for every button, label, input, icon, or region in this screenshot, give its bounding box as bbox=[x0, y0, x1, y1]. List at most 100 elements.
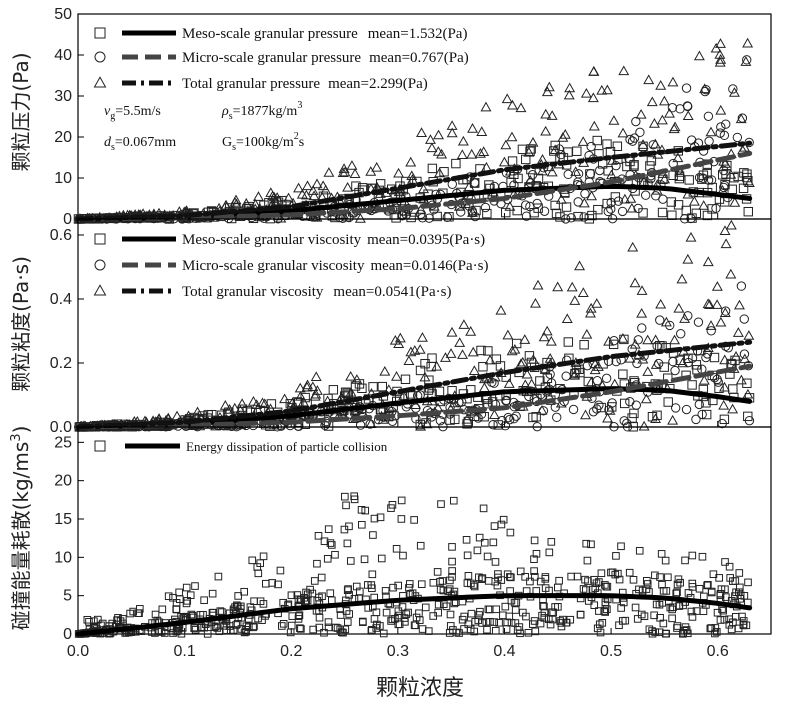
data-point bbox=[279, 620, 288, 628]
data-point bbox=[464, 620, 473, 629]
data-point bbox=[483, 399, 493, 409]
data-point bbox=[705, 126, 717, 137]
data-point bbox=[420, 359, 430, 369]
data-point bbox=[470, 178, 480, 188]
data-point bbox=[563, 89, 575, 100]
data-point bbox=[649, 138, 661, 149]
data-point bbox=[287, 397, 298, 408]
data-point bbox=[302, 379, 313, 390]
data-point bbox=[247, 395, 259, 406]
data-point bbox=[720, 306, 731, 316]
data-point bbox=[612, 552, 620, 560]
data-point bbox=[642, 576, 651, 585]
data-point bbox=[418, 625, 427, 633]
legend-viscosity-micro-mean: mean=0.0146(Pa·s) bbox=[370, 258, 488, 274]
data-point bbox=[621, 616, 630, 625]
data-point bbox=[604, 405, 616, 415]
y-tick-label-viscosity: 0.6 bbox=[50, 227, 72, 244]
data-point bbox=[460, 625, 468, 633]
data-point bbox=[650, 413, 661, 423]
annotation-vg: vg=5.5m/s bbox=[104, 104, 161, 122]
data-point bbox=[606, 197, 616, 208]
data-point bbox=[626, 202, 638, 213]
data-point bbox=[744, 578, 752, 587]
data-point bbox=[601, 598, 610, 606]
data-point bbox=[337, 167, 349, 177]
data-point bbox=[417, 580, 426, 588]
y-tick-label-pressure: 0 bbox=[63, 211, 72, 228]
data-point bbox=[415, 616, 424, 624]
data-point bbox=[421, 603, 430, 612]
data-point bbox=[394, 332, 406, 343]
data-point bbox=[541, 575, 550, 583]
data-point bbox=[484, 180, 494, 190]
data-point bbox=[543, 81, 555, 92]
data-point bbox=[488, 419, 498, 430]
data-point bbox=[345, 386, 357, 397]
data-point bbox=[717, 418, 727, 429]
data-point bbox=[606, 155, 618, 165]
data-point bbox=[404, 608, 412, 617]
data-point bbox=[83, 615, 92, 624]
data-point bbox=[674, 575, 683, 584]
data-point bbox=[317, 573, 326, 582]
data-point bbox=[713, 608, 722, 617]
data-point bbox=[328, 385, 339, 395]
data-point bbox=[563, 169, 573, 180]
legend-dissipation-energy: Energy dissipation of particle collision bbox=[186, 439, 388, 454]
data-point bbox=[742, 55, 752, 65]
data-point bbox=[493, 581, 502, 590]
data-point bbox=[637, 323, 647, 333]
data-point bbox=[259, 398, 271, 409]
data-point bbox=[358, 520, 366, 529]
data-point bbox=[308, 190, 320, 201]
data-point bbox=[631, 603, 640, 612]
data-point bbox=[538, 611, 546, 620]
data-point bbox=[619, 598, 628, 607]
data-point bbox=[688, 579, 697, 588]
data-point bbox=[301, 381, 313, 392]
data-point bbox=[706, 326, 716, 336]
data-point bbox=[668, 356, 678, 367]
data-point bbox=[482, 208, 492, 219]
data-point bbox=[343, 618, 352, 626]
data-point bbox=[664, 107, 675, 118]
data-point bbox=[650, 334, 662, 345]
data-point bbox=[608, 568, 617, 577]
data-point bbox=[701, 409, 712, 420]
data-point bbox=[524, 628, 533, 637]
data-point bbox=[384, 402, 396, 413]
data-point bbox=[349, 168, 361, 178]
data-point bbox=[603, 206, 613, 217]
data-point bbox=[169, 629, 177, 637]
data-point bbox=[740, 56, 752, 66]
data-point bbox=[458, 615, 467, 624]
data-point bbox=[719, 182, 729, 193]
y-label-dissipation-tail: ) bbox=[9, 426, 33, 434]
data-point bbox=[704, 299, 716, 309]
data-point bbox=[739, 168, 749, 178]
data-point bbox=[711, 629, 719, 638]
data-point bbox=[300, 392, 310, 403]
data-point bbox=[739, 141, 751, 152]
data-point bbox=[474, 616, 483, 624]
data-point bbox=[176, 595, 184, 603]
data-point bbox=[323, 554, 332, 563]
data-point bbox=[667, 76, 679, 87]
data-point bbox=[736, 281, 747, 291]
data-point bbox=[318, 592, 326, 601]
data-point bbox=[530, 536, 539, 545]
data-point bbox=[482, 618, 491, 626]
conditions-annotation: vg=5.5m/s ρs=1877kg/m3 ds=0.067mm Gs =100… bbox=[104, 100, 304, 153]
data-point bbox=[406, 212, 416, 223]
data-point bbox=[490, 618, 499, 626]
data-point bbox=[393, 186, 405, 197]
data-point bbox=[577, 136, 589, 146]
data-point bbox=[307, 185, 319, 195]
data-point bbox=[461, 413, 473, 424]
data-point bbox=[90, 622, 99, 631]
data-point bbox=[324, 618, 333, 626]
data-point bbox=[438, 577, 447, 585]
data-point bbox=[643, 74, 655, 85]
data-point bbox=[698, 200, 710, 210]
